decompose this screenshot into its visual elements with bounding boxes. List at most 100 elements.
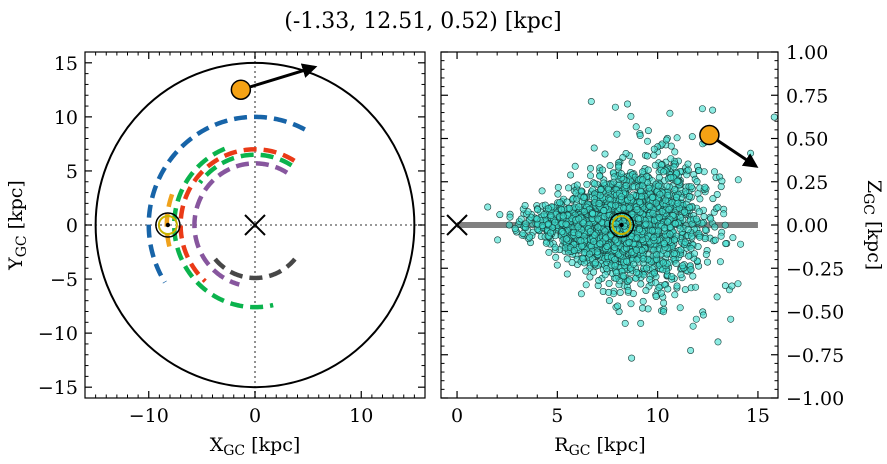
left-xtick-label-1: 0	[249, 405, 261, 427]
scatter-point	[506, 213, 514, 221]
scatter-point	[673, 177, 681, 185]
scatter-point	[687, 346, 695, 354]
scatter-point	[642, 286, 650, 294]
scatter-point	[668, 198, 676, 206]
scatter-point	[610, 173, 618, 181]
scatter-point	[637, 280, 645, 288]
scatter-point	[770, 113, 778, 121]
scatter-point	[648, 193, 656, 201]
scatter-point	[689, 272, 697, 280]
scatter-point	[658, 208, 666, 216]
scatter-point	[656, 190, 664, 198]
scatter-point	[644, 166, 652, 174]
scatter-point	[661, 224, 669, 232]
scatter-point	[685, 399, 691, 405]
scatter-point	[701, 183, 709, 191]
scatter-point	[635, 225, 643, 233]
scatter-point	[645, 184, 653, 192]
scatter-point	[633, 234, 641, 242]
scatter-point	[699, 311, 707, 319]
scatter-point	[596, 240, 604, 248]
scatter-point	[617, 193, 625, 201]
left-ytick-label-5: 10	[54, 107, 78, 129]
scatter-point	[538, 187, 546, 195]
scatter-point	[728, 282, 736, 290]
scatter-point	[605, 279, 613, 287]
scatter-point	[533, 215, 541, 223]
scatter-point	[649, 209, 657, 217]
scatter-point	[676, 225, 684, 233]
scatter-point	[700, 213, 708, 221]
scatter-point	[613, 130, 621, 138]
scatter-points	[484, 98, 778, 405]
left-galactic-center-marker	[244, 214, 266, 236]
right-ylabel: ZGC [kpc]	[860, 180, 885, 270]
left-ytick-label-3: 0	[66, 215, 78, 237]
scatter-point	[727, 315, 735, 323]
scatter-point	[519, 230, 527, 238]
left-ylabel: YGC [kpc]	[5, 180, 30, 271]
scatter-point	[671, 291, 679, 299]
right-ytick-label-5: 0.25	[786, 172, 828, 194]
scatter-point	[721, 282, 729, 290]
scatter-point	[615, 163, 623, 171]
scatter-point	[557, 206, 565, 214]
scatter-point	[721, 221, 729, 229]
scatter-point	[636, 132, 644, 140]
scatter-point	[667, 155, 675, 163]
scatter-point	[657, 289, 665, 297]
scatter-point	[633, 206, 641, 214]
left-ytick-label-4: 5	[66, 161, 78, 183]
scatter-point	[709, 195, 717, 203]
scatter-point	[600, 179, 608, 187]
scatter-point	[591, 231, 599, 239]
right-ytick-label-4: 0.00	[786, 215, 828, 237]
right-ytick-label-6: 0.50	[786, 129, 828, 151]
scatter-point	[574, 230, 582, 238]
scatter-point	[596, 172, 604, 180]
orbit-arc-4	[164, 193, 175, 251]
scatter-point	[583, 180, 591, 188]
scatter-point	[655, 174, 663, 182]
scatter-point	[556, 199, 564, 207]
scatter-point	[626, 193, 634, 201]
scatter-point	[599, 166, 607, 174]
scatter-point	[526, 233, 534, 241]
scatter-point	[562, 220, 570, 228]
scatter-point	[625, 239, 633, 247]
right-star-marker	[699, 124, 720, 146]
scatter-point	[673, 134, 681, 142]
scatter-point	[713, 191, 721, 199]
scatter-point	[734, 176, 742, 184]
left-ytick-label-2: −5	[50, 269, 78, 291]
scatter-point	[702, 251, 710, 259]
scatter-point	[575, 203, 583, 211]
scatter-point	[625, 276, 633, 284]
scatter-point	[660, 299, 668, 307]
scatter-point	[652, 292, 660, 300]
scatter-point	[582, 281, 590, 289]
scatter-point	[612, 202, 620, 210]
scatter-point	[593, 248, 601, 256]
scatter-point	[638, 168, 646, 176]
scatter-point	[582, 267, 590, 275]
scatter-point	[630, 260, 638, 268]
scatter-point	[681, 286, 689, 294]
scatter-point	[662, 136, 670, 144]
scatter-point	[671, 186, 679, 194]
right-ytick-label-1: −0.75	[786, 345, 844, 367]
right-ytick-label-0: −1.00	[786, 388, 844, 410]
scatter-point	[589, 238, 597, 246]
scatter-point	[517, 215, 525, 223]
scatter-point	[696, 195, 704, 203]
scatter-point	[643, 264, 651, 272]
scatter-point	[595, 276, 603, 284]
scatter-point	[687, 183, 695, 191]
scatter-point	[701, 226, 709, 234]
scatter-point	[664, 285, 672, 293]
scatter-point	[589, 210, 597, 218]
left-velocity-arrow	[240, 63, 318, 92]
right-ytick-label-7: 0.75	[786, 85, 828, 107]
scatter-point	[684, 226, 692, 234]
scatter-point	[666, 230, 674, 238]
